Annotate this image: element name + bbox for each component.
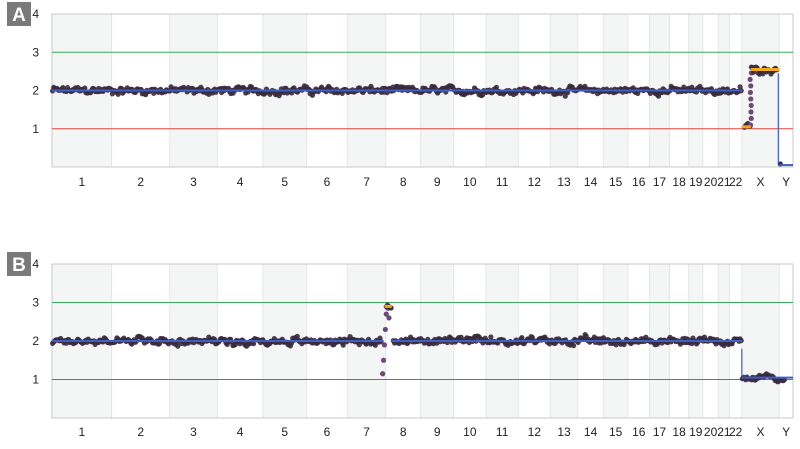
chromosome-label: 13 <box>557 175 571 189</box>
y-tick-label: 3 <box>32 45 39 59</box>
chromosome-label: X <box>757 175 765 189</box>
chromosome-label: 2 <box>137 175 144 189</box>
panel-letter-badge <box>7 2 31 26</box>
data-point <box>251 341 257 347</box>
chromosome-label: 19 <box>689 425 703 439</box>
data-point <box>380 371 386 377</box>
chromosome-label: 14 <box>584 175 598 189</box>
data-point <box>383 311 389 317</box>
chromosome-label: 15 <box>609 175 623 189</box>
chromosome-label: 20 <box>704 425 718 439</box>
chromosome-band <box>779 264 793 418</box>
data-point <box>493 84 499 90</box>
chromosome-band <box>779 14 793 167</box>
data-point <box>655 93 662 99</box>
data-point <box>748 115 754 122</box>
panel-letter-badge <box>7 252 31 276</box>
y-tick-label: 3 <box>32 296 39 310</box>
data-point <box>380 357 387 363</box>
chromosome-label: 7 <box>363 425 370 439</box>
chromosome-label: 15 <box>609 425 623 439</box>
chromosome-label: 13 <box>557 425 571 439</box>
panel-letter: B <box>12 255 26 276</box>
chromosome-band <box>741 264 780 418</box>
chromosome-label: 9 <box>434 425 441 439</box>
chromosome-label: 6 <box>324 425 331 439</box>
y-tick-label: 4 <box>32 257 39 271</box>
data-point <box>748 102 754 109</box>
chromosome-label: 4 <box>237 425 244 439</box>
chromosome-label: 4 <box>237 175 244 189</box>
chromosome-label: 18 <box>672 425 686 439</box>
data-point <box>143 92 149 98</box>
chromosome-label: 6 <box>324 175 331 189</box>
chromosome-label: Y <box>782 425 790 439</box>
y-tick-label: 1 <box>32 122 39 136</box>
chromosome-label: 20 <box>704 175 718 189</box>
chromosome-label: 22 <box>729 175 743 189</box>
data-point <box>748 96 754 102</box>
chromosome-label: 10 <box>463 175 477 189</box>
chromosome-label: 7 <box>363 175 370 189</box>
chromosome-label: 11 <box>496 175 509 189</box>
chromosome-label: 3 <box>190 425 197 439</box>
chromosome-label: 8 <box>400 425 407 439</box>
chromosome-label: 12 <box>528 425 542 439</box>
y-tick-label: 2 <box>32 84 39 98</box>
chromosome-label: 22 <box>729 425 743 439</box>
chromosome-label: 3 <box>190 175 197 189</box>
data-point <box>519 335 525 341</box>
data-point <box>747 89 753 96</box>
chromosome-label: 17 <box>653 175 667 189</box>
data-point <box>748 109 754 115</box>
chromosome-label: 9 <box>434 175 441 189</box>
segments <box>52 304 793 379</box>
data-point <box>747 76 753 83</box>
y-tick-label: 2 <box>32 334 39 348</box>
data-point <box>382 326 388 333</box>
chromosome-label: 17 <box>653 425 667 439</box>
chromosome-label: Y <box>782 175 790 189</box>
chromosome-label: 21 <box>717 175 731 189</box>
data-point <box>381 342 388 348</box>
chromosome-label: 16 <box>632 425 646 439</box>
data-point <box>386 315 392 321</box>
data-point <box>571 343 577 349</box>
data-point <box>372 342 378 348</box>
data-point <box>115 91 121 97</box>
data-point <box>340 342 346 348</box>
chromosome-label: 21 <box>717 425 731 439</box>
chromosome-label: 14 <box>584 425 598 439</box>
chromosome-label: 19 <box>689 175 703 189</box>
y-tick-label: 4 <box>32 7 39 21</box>
chromosome-band <box>741 14 780 167</box>
chromosome-label: 12 <box>528 175 542 189</box>
data-point <box>488 334 494 340</box>
chromosome-label: 5 <box>281 175 288 189</box>
panel-letter: A <box>12 5 26 26</box>
chromosome-label: 1 <box>78 425 85 439</box>
y-tick-label: 1 <box>32 373 39 387</box>
chromosome-label: 16 <box>632 175 646 189</box>
chromosome-label: 10 <box>463 425 477 439</box>
chromosome-label: 1 <box>78 175 85 189</box>
data-point <box>156 341 162 347</box>
chromosome-label: X <box>757 425 765 439</box>
chromosome-label: 8 <box>400 175 407 189</box>
data-point <box>82 85 88 91</box>
chromosome-label: 2 <box>137 425 144 439</box>
chromosome-label: 11 <box>496 425 509 439</box>
data-point <box>748 83 754 89</box>
segments <box>52 67 793 167</box>
chromosome-label: 5 <box>281 425 288 439</box>
chromosome-label: 18 <box>672 175 686 189</box>
